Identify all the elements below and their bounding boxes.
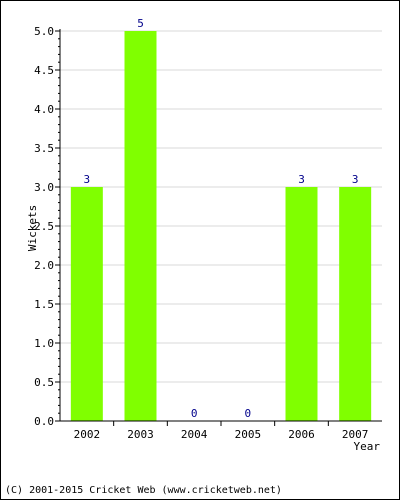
y-tick-label: 3.5 [34, 142, 54, 155]
y-tick-label: 0.5 [34, 376, 54, 389]
bar-2003 [124, 31, 157, 421]
y-tick-label: 2.5 [34, 220, 54, 233]
x-tick-label: 2006 [288, 428, 315, 441]
x-tick-label: 2004 [181, 428, 208, 441]
y-tick-label: 5.0 [34, 25, 54, 38]
bar-2002 [70, 187, 103, 421]
y-tick-label: 3.0 [34, 181, 54, 194]
data-label: 3 [84, 173, 91, 186]
y-tick-label: 2.0 [34, 259, 54, 272]
data-label: 3 [352, 173, 359, 186]
y-tick-label: 0.0 [34, 415, 54, 428]
data-label: 0 [245, 407, 252, 420]
data-label: 5 [137, 17, 144, 30]
data-label: 0 [191, 407, 198, 420]
bar-2007 [339, 187, 372, 421]
data-label: 3 [298, 173, 305, 186]
bar-chart: 0.0 0.5 1.0 1.5 2.0 2.5 3.0 3.5 4.0 4.5 5.0 3 2002 5 2… [26, 17, 382, 453]
x-tick-label: 2007 [342, 428, 369, 441]
bar-2006 [285, 187, 318, 421]
y-tick-label: 1.5 [34, 298, 54, 311]
y-axis-title: Wickets [26, 205, 39, 251]
x-tick-label: 2003 [127, 428, 154, 441]
copyright-footer: (C) 2001-2015 Cricket Web (www.cricketwe… [5, 485, 282, 496]
x-tick-label: 2005 [235, 428, 262, 441]
y-tick-label: 4.5 [34, 64, 54, 77]
x-tick-label: 2002 [74, 428, 101, 441]
y-tick-label: 4.0 [34, 103, 54, 116]
x-axis-title: Year [354, 440, 381, 453]
y-tick-label: 1.0 [34, 337, 54, 350]
